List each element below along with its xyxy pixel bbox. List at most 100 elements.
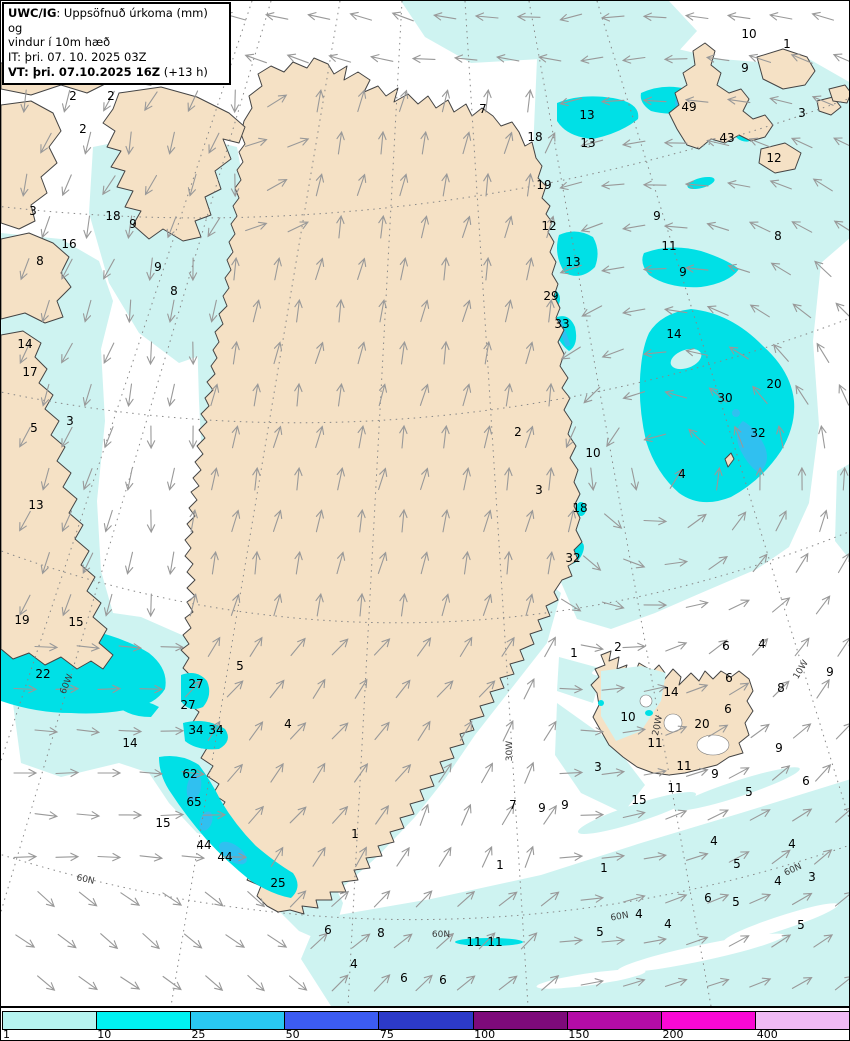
title-line-2: vindur í 10m hæð: [8, 35, 111, 50]
wind-arrow: [462, 467, 471, 491]
wind-arrow: [415, 974, 433, 992]
wind-arrow: [188, 425, 198, 450]
wind-arrow: [819, 509, 829, 533]
wind-arrow: [102, 175, 116, 196]
precip-value: 1: [496, 858, 504, 872]
wind-arrow: [543, 804, 557, 825]
wind-arrow: [315, 425, 325, 449]
wind-arrow: [245, 221, 268, 232]
greenland: [180, 57, 583, 915]
precip-value-labels: 2222318916898141735131915718191213293321…: [14, 27, 833, 987]
wind-arrow: [642, 349, 667, 358]
precip-value: 3: [535, 483, 543, 497]
wind-arrow: [40, 467, 50, 491]
wind-arrow: [34, 811, 59, 820]
precip-value: 9: [653, 209, 661, 223]
wind-arrow: [420, 215, 429, 239]
precip-value: 8: [170, 284, 178, 298]
wind-arrow: [252, 299, 262, 323]
wind-arrow: [580, 727, 605, 736]
wind-arrow: [685, 348, 709, 357]
precip-value: 11: [667, 781, 682, 795]
wind-arrow: [103, 509, 113, 533]
wind-arrow: [399, 424, 408, 449]
precip-value: 13: [565, 255, 580, 269]
wind-arrow: [357, 341, 367, 365]
precip-value: 15: [155, 816, 170, 830]
wind-arrow: [40, 132, 52, 154]
wind-arrow: [565, 426, 577, 449]
wind-arrow: [580, 810, 605, 820]
wind-arrow: [97, 684, 122, 694]
wind-arrow: [289, 722, 307, 740]
wind-arrow: [76, 811, 101, 820]
wind-arrow: [686, 935, 709, 946]
wind-arrow: [835, 723, 849, 740]
wind-arrow: [601, 936, 626, 945]
wind-arrow: [728, 851, 750, 863]
wind-arrow: [373, 974, 391, 992]
wind-arrow: [355, 846, 367, 868]
wind-arrow: [583, 386, 601, 404]
wind-arrow: [441, 593, 451, 617]
wind-arrow: [202, 810, 227, 820]
wind-arrow: [561, 598, 582, 612]
legend-tick-label: 25: [191, 1028, 206, 1041]
precip-value: 5: [236, 659, 244, 673]
wind-arrow: [205, 975, 224, 991]
wind-arrow: [461, 299, 472, 322]
wind-arrow: [544, 132, 556, 154]
wind-arrow: [270, 846, 284, 867]
precip-value: 4: [284, 717, 292, 731]
wind-arrow: [685, 851, 709, 861]
wind-arrow: [354, 763, 369, 783]
graticule-label: 60N: [610, 911, 630, 924]
wind-arrow: [61, 174, 72, 197]
legend-tick-label: 400: [756, 1028, 778, 1041]
wind-arrow: [559, 936, 584, 945]
precip-value: 9: [679, 265, 687, 279]
wind-arrow: [378, 383, 388, 407]
precip-value: 25: [270, 876, 285, 890]
wind-arrow: [622, 977, 646, 987]
wind-arrow: [726, 12, 751, 21]
wind-arrow: [373, 890, 391, 908]
precip-value: 3: [66, 414, 74, 428]
wind-arrow: [643, 600, 668, 610]
wind-arrow: [314, 341, 325, 364]
precip-value: 5: [596, 925, 604, 939]
wind-arrow: [462, 383, 472, 407]
wind-arrow: [748, 137, 771, 148]
wind-arrow: [183, 933, 203, 949]
precip-value: 6: [439, 973, 447, 987]
wind-arrow: [459, 636, 473, 657]
wind-arrow: [378, 467, 388, 491]
wind-arrow: [187, 90, 199, 113]
wind-arrow: [524, 509, 535, 532]
wind-arrow: [525, 172, 534, 197]
wind-arrow: [581, 305, 603, 317]
jan-mayen: [724, 452, 735, 468]
wind-arrow: [559, 852, 584, 861]
wind-arrow: [546, 551, 555, 575]
wind-arrow: [181, 853, 206, 862]
precip-value: 9: [741, 61, 749, 75]
wind-arrow: [40, 299, 50, 323]
wind-arrow: [120, 892, 141, 906]
wind-arrow: [665, 725, 688, 736]
nordaustlandet: [756, 48, 816, 90]
wind-arrow: [103, 426, 114, 449]
wind-arrow: [622, 307, 646, 316]
wind-arrow: [727, 263, 751, 273]
precip-value: 20: [694, 717, 709, 731]
precip-value: 8: [36, 254, 44, 268]
wind-arrow: [580, 55, 604, 64]
wind-arrow: [332, 805, 349, 824]
wind-arrow: [244, 137, 268, 147]
baffin-island-coast: [1, 330, 114, 670]
precip-value: 6: [324, 923, 332, 937]
wind-arrow: [482, 593, 493, 616]
wind-arrow: [630, 467, 639, 491]
wind-arrow: [795, 384, 809, 405]
wind-arrow: [160, 642, 185, 652]
